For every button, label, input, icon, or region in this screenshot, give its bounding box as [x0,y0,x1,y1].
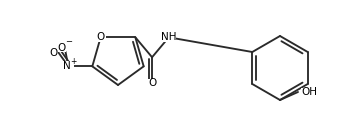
Text: OH: OH [301,87,317,97]
Text: −: − [65,37,72,46]
Bar [95,33,106,42]
Text: O: O [58,43,66,52]
Bar [301,87,317,97]
Text: O: O [148,78,156,88]
Bar [162,32,176,42]
Text: NH: NH [161,32,177,42]
Text: O: O [96,32,105,42]
Text: +: + [70,57,76,66]
Text: O: O [49,49,57,58]
Bar [48,49,58,58]
Bar [56,43,67,52]
Text: N: N [63,61,71,71]
Bar [62,61,74,71]
Bar [147,79,157,88]
